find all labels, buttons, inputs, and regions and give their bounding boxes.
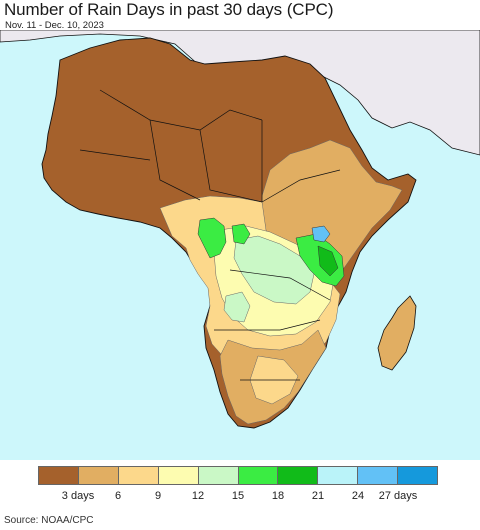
map-title: Number of Rain Days in past 30 days (CPC… [4, 0, 334, 19]
legend-swatch-5 [198, 467, 239, 484]
legend-swatch-10 [398, 467, 438, 484]
legend-swatch-2 [78, 467, 119, 484]
legend-swatch-7 [278, 467, 319, 484]
legend-tick-label: 15 [231, 490, 245, 502]
legend-swatch-9 [358, 467, 399, 484]
date-range: Nov. 11 - Dec. 10, 2023 [5, 20, 104, 31]
legend-tick-label: 27 days [378, 490, 418, 502]
source-credit: Source: NOAA/CPC [4, 515, 94, 526]
legend-tick-label: 12 [191, 490, 205, 502]
rain-days-map [0, 30, 480, 460]
legend-tick-label: 9 [154, 490, 162, 502]
legend-swatch-4 [158, 467, 199, 484]
legend-color-bar [38, 466, 438, 485]
legend-swatch-1 [39, 467, 79, 484]
legend-tick-label: 21 [311, 490, 325, 502]
madagascar [377, 295, 417, 371]
country-borders [79, 89, 341, 381]
legend-tick-label: 24 [351, 490, 365, 502]
zone-green-congo [231, 223, 251, 245]
zone-green-gabon [197, 217, 227, 259]
lake-victoria [311, 225, 331, 243]
legend-tick-label: 18 [271, 490, 285, 502]
zone-pale-green-south [223, 291, 251, 323]
legend-swatch-3 [118, 467, 159, 484]
legend: 3 days 6 9 12 15 18 21 24 27 days [0, 466, 480, 506]
legend-swatch-6 [238, 467, 279, 484]
legend-swatch-8 [318, 467, 359, 484]
legend-tick-label: 6 [114, 490, 122, 502]
zone-dark-green-east [317, 245, 339, 277]
legend-tick-label: 3 days [61, 490, 95, 502]
